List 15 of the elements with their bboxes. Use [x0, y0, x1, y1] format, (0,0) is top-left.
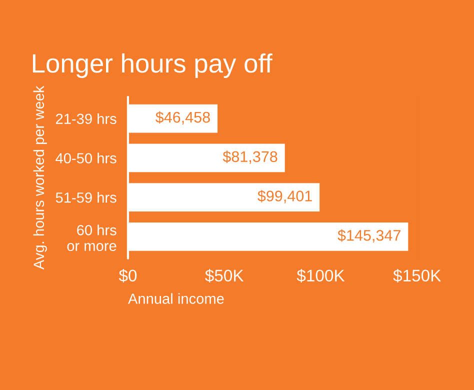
y-tick-label: 51-59 hrs [56, 192, 116, 203]
x-tick-label: $150K [393, 269, 442, 283]
data-label: $81,378 [222, 150, 278, 164]
data-label: $46,458 [156, 111, 210, 125]
y-axis-title: Avg. hours worked per week [33, 86, 47, 270]
y-tick-label: 40-50 hrs [56, 152, 116, 164]
x-axis-title: Annual income [128, 293, 224, 304]
chart-title: Longer hours pay off [32, 53, 272, 78]
data-label: $145,347 [338, 229, 400, 243]
data-label: $99,401 [258, 190, 312, 204]
x-tick-label: $100K [296, 269, 345, 283]
y-tick-label: 21-39 hrs [56, 113, 116, 124]
y-tick-label: 60 hrs or more [67, 224, 116, 252]
x-tick-label: $0 [118, 269, 137, 283]
x-tick-label: $50K [205, 269, 244, 283]
